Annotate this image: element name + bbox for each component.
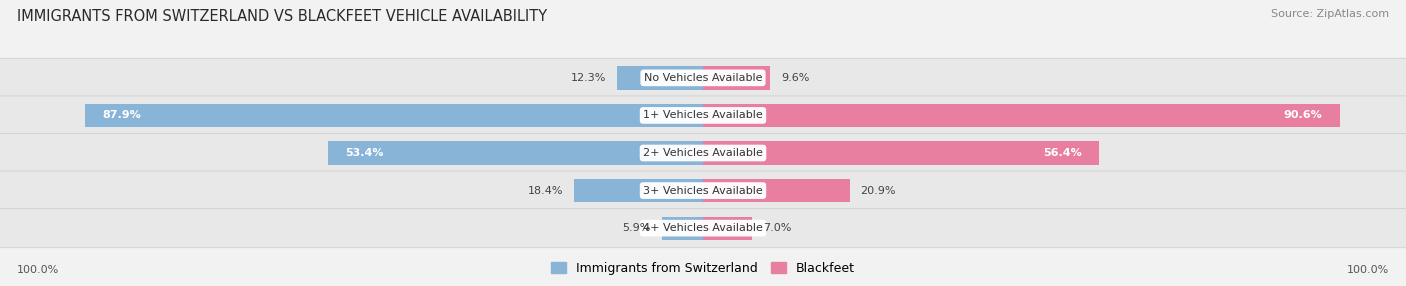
- Text: 9.6%: 9.6%: [782, 73, 810, 83]
- FancyBboxPatch shape: [0, 134, 1406, 172]
- Text: 7.0%: 7.0%: [762, 223, 792, 233]
- Bar: [703, 141, 1099, 165]
- Bar: [662, 217, 703, 240]
- Text: Source: ZipAtlas.com: Source: ZipAtlas.com: [1271, 9, 1389, 19]
- Text: IMMIGRANTS FROM SWITZERLAND VS BLACKFEET VEHICLE AVAILABILITY: IMMIGRANTS FROM SWITZERLAND VS BLACKFEET…: [17, 9, 547, 23]
- Text: 53.4%: 53.4%: [346, 148, 384, 158]
- Text: 90.6%: 90.6%: [1284, 110, 1322, 120]
- Bar: [703, 104, 1340, 127]
- Text: 100.0%: 100.0%: [1347, 265, 1389, 275]
- Legend: Immigrants from Switzerland, Blackfeet: Immigrants from Switzerland, Blackfeet: [547, 257, 859, 280]
- Bar: [703, 66, 770, 90]
- Text: 20.9%: 20.9%: [860, 186, 896, 196]
- Text: 4+ Vehicles Available: 4+ Vehicles Available: [643, 223, 763, 233]
- Text: 12.3%: 12.3%: [571, 73, 606, 83]
- FancyBboxPatch shape: [0, 96, 1406, 135]
- FancyBboxPatch shape: [0, 171, 1406, 210]
- Bar: [616, 66, 703, 90]
- Text: No Vehicles Available: No Vehicles Available: [644, 73, 762, 83]
- Text: 5.9%: 5.9%: [623, 223, 651, 233]
- Bar: [703, 179, 849, 202]
- Text: 2+ Vehicles Available: 2+ Vehicles Available: [643, 148, 763, 158]
- Text: 3+ Vehicles Available: 3+ Vehicles Available: [643, 186, 763, 196]
- Bar: [328, 141, 703, 165]
- Bar: [84, 104, 703, 127]
- Bar: [703, 217, 752, 240]
- FancyBboxPatch shape: [0, 208, 1406, 248]
- Text: 56.4%: 56.4%: [1043, 148, 1083, 158]
- Text: 87.9%: 87.9%: [103, 110, 142, 120]
- FancyBboxPatch shape: [0, 58, 1406, 98]
- Text: 1+ Vehicles Available: 1+ Vehicles Available: [643, 110, 763, 120]
- Bar: [574, 179, 703, 202]
- Text: 100.0%: 100.0%: [17, 265, 59, 275]
- Text: 18.4%: 18.4%: [527, 186, 564, 196]
